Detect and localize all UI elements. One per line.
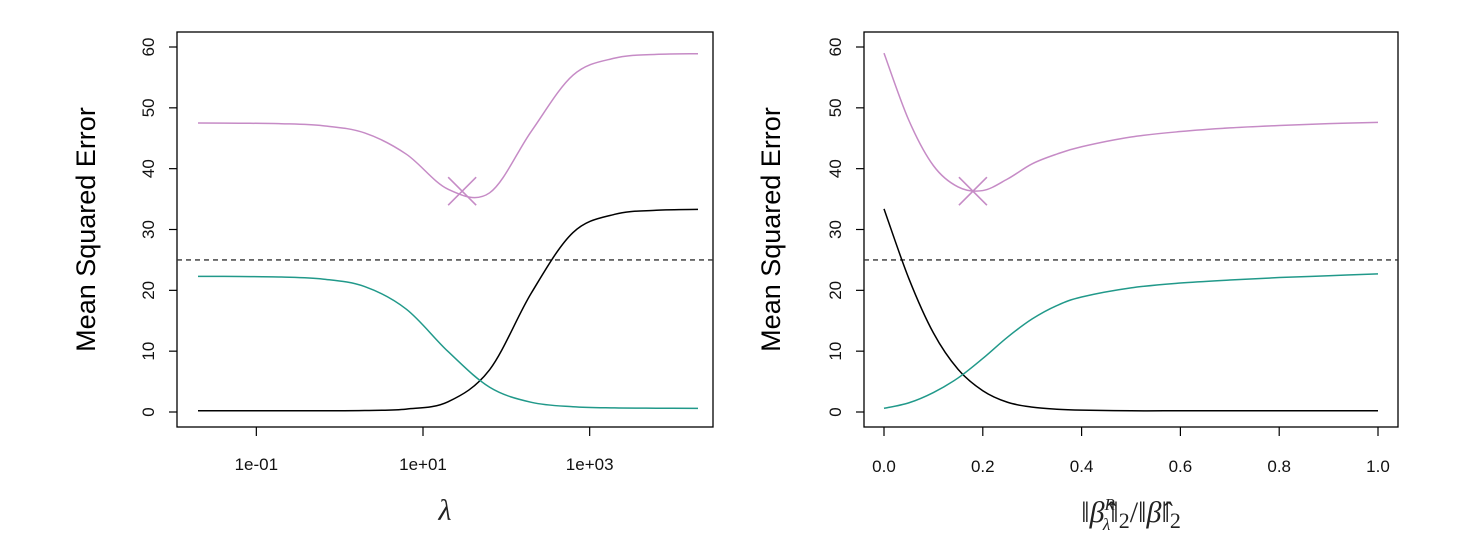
x-tick-label: 0.6 — [1169, 457, 1193, 476]
y-tick-label: 60 — [826, 38, 845, 57]
min-test-mse-marker — [447, 176, 477, 206]
x-tick-label: 0.2 — [971, 457, 995, 476]
x-axis-label-part: ‖ — [1081, 496, 1089, 529]
y-tick-label: 20 — [826, 281, 845, 300]
y-tick-label: 0 — [826, 407, 845, 416]
plot-frame — [863, 31, 1399, 428]
x-axis-label-part: λ — [1102, 515, 1110, 534]
x-tick-label: 1e+01 — [399, 455, 447, 474]
y-tick-label: 10 — [139, 342, 158, 361]
x-axis-label-part: 2 — [1119, 508, 1130, 533]
x-axis-label-part: 2 — [1170, 508, 1181, 533]
y-tick-label: 20 — [139, 281, 158, 300]
y-axis-label: Mean Squared Error — [71, 107, 101, 352]
x-tick-label: 0.0 — [872, 457, 896, 476]
x-axis-label-part: /‖ — [1130, 496, 1147, 529]
x-axis-label: λ — [438, 494, 452, 527]
y-tick-label: 0 — [139, 407, 158, 416]
series-line-test-mse — [197, 52, 699, 199]
y-tick-label: 50 — [139, 98, 158, 117]
x-tick-label: 0.4 — [1070, 457, 1094, 476]
panel-lambda: 0 10 20 30 40 50 60 Mean Squared Error 1e-01 1e+0… — [71, 31, 714, 527]
x-axis-label: ‖β̂R λ‖2/‖β̂‖2 — [1081, 495, 1181, 534]
x-axis-label-part: ‖ — [1161, 496, 1169, 529]
x-axis-label-part: R — [1104, 495, 1116, 514]
x-tick-label: 1e-01 — [235, 455, 278, 474]
x-tick-label: 1.0 — [1366, 457, 1390, 476]
x-tick-label: 1e+03 — [566, 455, 614, 474]
plot-frame — [176, 31, 714, 428]
y-tick-label: 30 — [139, 220, 158, 239]
series-line-variance — [197, 275, 699, 410]
y-tick-label: 50 — [826, 98, 845, 117]
series-line-squared-bias — [883, 208, 1378, 412]
y-axis-label: Mean Squared Error — [756, 107, 786, 352]
min-test-mse-marker — [958, 176, 988, 206]
series-line-test-mse — [883, 52, 1379, 192]
y-tick-label: 40 — [139, 159, 158, 178]
y-tick-label: 10 — [826, 342, 845, 361]
y-tick-label: 40 — [826, 159, 845, 178]
series-line-variance — [883, 273, 1379, 410]
y-tick-label: 60 — [139, 38, 158, 57]
series-line-squared-bias — [197, 208, 699, 412]
y-tick-label: 30 — [826, 220, 845, 239]
x-axis-label-part: ‖ — [1110, 496, 1118, 529]
panel-norm-ratio: 0 10 20 30 40 50 60 Mean Squared Error 0.0 0.2 0.4… — [756, 31, 1399, 534]
x-tick-label: 0.8 — [1267, 457, 1291, 476]
